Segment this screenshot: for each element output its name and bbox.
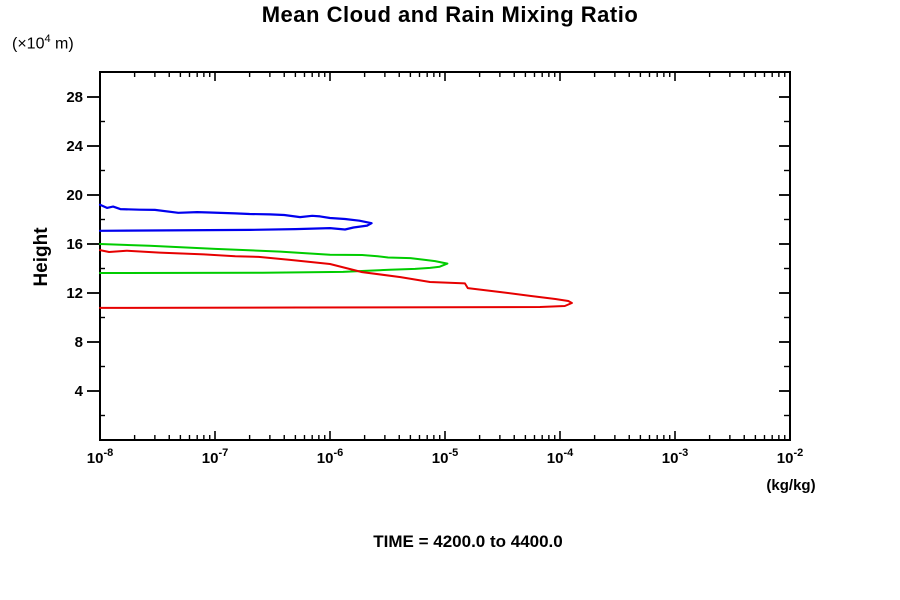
plot-box [99,71,791,441]
y-units-prefix: (×10 [12,35,45,53]
x-tick-label: 10-4 [547,447,574,467]
x-tick-label: 10-5 [432,447,458,467]
x-tick-label: 10-7 [202,447,228,467]
series-line-blue-profile [98,203,373,232]
y-tick-label: 24 [66,138,83,155]
y-axis-units: (×104 m) [12,33,74,53]
y-tick-label: 20 [66,187,83,204]
y-tick-label: 8 [75,334,83,351]
series-line-red-profile [99,249,573,309]
page-title: Mean Cloud and Rain Mixing Ratio [261,2,639,27]
x-tick-label: 10-2 [777,447,803,467]
series-line-green-profile [99,243,449,274]
y-units-exponent: 4 [44,33,51,45]
x-axis-units: (kg/kg) [766,477,816,494]
x-tick-label: 10-8 [87,447,113,467]
y-tick-label: 28 [66,89,83,106]
y-units-suffix: m) [50,35,74,53]
y-tick-label: 4 [75,383,84,400]
y-tick-label: 12 [66,285,83,302]
time-caption: TIME = 4200.0 to 4400.0 [373,532,563,551]
y-tick-label: 16 [66,236,83,253]
x-tick-label: 10-3 [662,447,688,467]
x-tick-label: 10-6 [317,447,343,467]
